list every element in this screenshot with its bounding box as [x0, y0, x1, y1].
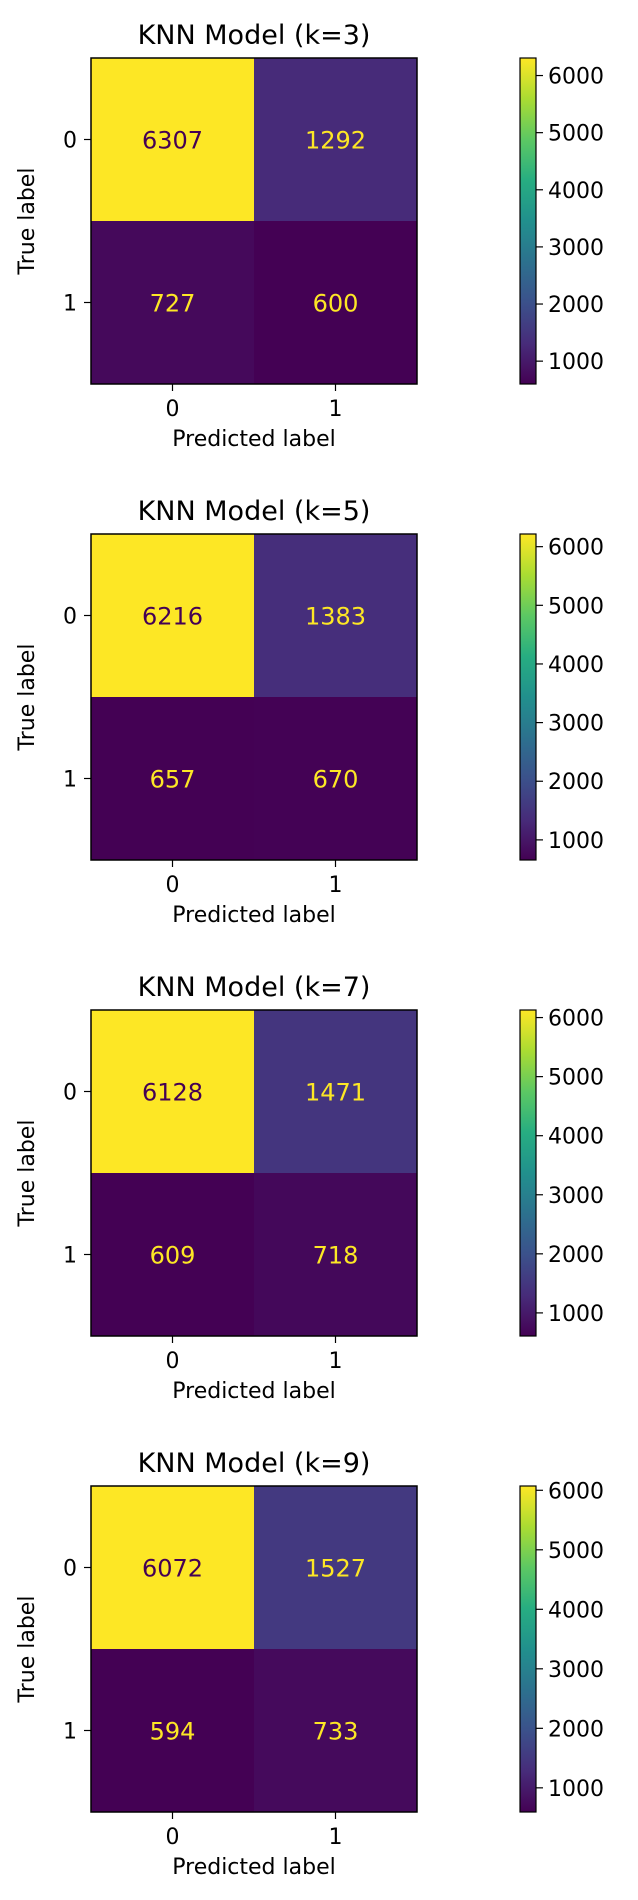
colorbar-gradient: [520, 534, 536, 860]
matrix-frame: [90, 533, 418, 861]
y-tick-label: 1: [63, 1720, 77, 1745]
x-tick-label: 1: [329, 397, 343, 422]
colorbar-tick-label: 1000: [548, 1302, 604, 1327]
colorbar-frame: [519, 1009, 537, 1337]
cell-value-label: 6307: [142, 127, 203, 155]
colorbar-frame: [519, 533, 537, 861]
colorbar-tick-label: 5000: [548, 1539, 604, 1564]
matrix-frame: [90, 1485, 418, 1813]
colorbar-tick-label: 3000: [548, 236, 604, 261]
colorbar-tick-label: 4000: [548, 1125, 604, 1150]
colorbar-gradient: [520, 58, 536, 384]
cell-value-label: 1527: [305, 1555, 366, 1583]
cell-value-label: 718: [313, 1242, 359, 1270]
matrix-cell: [91, 534, 254, 697]
cell-value-label: 1292: [305, 127, 366, 155]
cell-value-label: 1383: [305, 603, 366, 631]
y-tick-label: 0: [63, 605, 77, 630]
matrix-cell: [91, 1486, 254, 1649]
matrix-cell: [254, 697, 417, 860]
colorbar-tick-label: 4000: [548, 653, 604, 678]
colorbar-tick-label: 3000: [548, 712, 604, 737]
matrix-cell: [254, 1486, 417, 1649]
cell-value-label: 733: [313, 1718, 359, 1746]
colorbar-tick-label: 1000: [548, 1777, 604, 1802]
cell-value-label: 1471: [305, 1079, 366, 1107]
colorbar-tick-label: 6000: [548, 65, 604, 90]
x-tick-label: 1: [329, 873, 343, 898]
y-tick-label: 1: [63, 768, 77, 793]
panel-title: KNN Model (k=9): [138, 1448, 371, 1479]
matrix-cell: [91, 1010, 254, 1173]
cell-value-label: 657: [150, 766, 196, 794]
matrix-cell: [91, 58, 254, 221]
y-axis-label: True label: [15, 1120, 40, 1228]
colorbar-gradient: [520, 1486, 536, 1812]
x-tick-label: 0: [166, 1349, 180, 1374]
colorbar-tick-label: 1000: [548, 829, 604, 854]
matrix-cell: [254, 1649, 417, 1812]
cell-value-label: 6216: [142, 603, 203, 631]
matrix-cell: [254, 1010, 417, 1173]
x-axis-label: Predicted label: [172, 903, 335, 928]
cell-value-label: 670: [313, 766, 359, 794]
colorbar-tick-label: 1000: [548, 350, 604, 375]
matrix-cell: [254, 221, 417, 384]
colorbar-tick-label: 2000: [548, 1243, 604, 1268]
cell-value-label: 6128: [142, 1079, 203, 1107]
matrix-cell: [254, 58, 417, 221]
x-axis-label: Predicted label: [172, 427, 335, 452]
cell-value-label: 727: [150, 290, 196, 318]
colorbar-tick-label: 5000: [548, 594, 604, 619]
matrix-cell: [91, 697, 254, 860]
matrix-frame: [90, 57, 418, 385]
panel-title: KNN Model (k=7): [138, 972, 371, 1003]
colorbar-tick-label: 5000: [548, 122, 604, 147]
colorbar-gradient: [520, 1010, 536, 1336]
matrix-cell: [254, 1173, 417, 1336]
cell-value-label: 600: [313, 290, 359, 318]
x-tick-label: 1: [329, 1349, 343, 1374]
cell-value-label: 609: [150, 1242, 196, 1270]
colorbar-tick-label: 4000: [548, 179, 604, 204]
x-tick-label: 0: [166, 397, 180, 422]
colorbar-frame: [519, 57, 537, 385]
colorbar-tick-label: 2000: [548, 293, 604, 318]
matrix-cell: [91, 1173, 254, 1336]
x-tick-label: 0: [166, 1825, 180, 1850]
colorbar-tick-label: 2000: [548, 1717, 604, 1742]
x-tick-label: 1: [329, 1825, 343, 1850]
y-axis-label: True label: [15, 168, 40, 276]
y-tick-label: 0: [63, 1081, 77, 1106]
y-tick-label: 0: [63, 129, 77, 154]
panel-title: KNN Model (k=5): [138, 496, 371, 527]
panel-title: KNN Model (k=3): [138, 20, 371, 51]
colorbar-tick-label: 3000: [548, 1658, 604, 1683]
cell-value-label: 6072: [142, 1555, 203, 1583]
y-tick-label: 1: [63, 292, 77, 317]
colorbar-frame: [519, 1485, 537, 1813]
matrix-cell: [91, 221, 254, 384]
cell-value-label: 594: [150, 1718, 196, 1746]
matrix-cell: [254, 534, 417, 697]
colorbar-tick-label: 6000: [548, 1479, 604, 1504]
y-tick-label: 1: [63, 1244, 77, 1269]
colorbar-tick-label: 6000: [548, 1007, 604, 1032]
colorbar-tick-label: 3000: [548, 1184, 604, 1209]
colorbar-tick-label: 6000: [548, 536, 604, 561]
colorbar-tick-label: 4000: [548, 1598, 604, 1623]
colorbar-tick-label: 2000: [548, 770, 604, 795]
x-axis-label: Predicted label: [172, 1379, 335, 1404]
y-axis-label: True label: [15, 644, 40, 752]
colorbar-tick-label: 5000: [548, 1066, 604, 1091]
matrix-cell: [91, 1649, 254, 1812]
y-tick-label: 0: [63, 1557, 77, 1582]
x-tick-label: 0: [166, 873, 180, 898]
matrix-frame: [90, 1009, 418, 1337]
x-axis-label: Predicted label: [172, 1855, 335, 1880]
y-axis-label: True label: [15, 1596, 40, 1704]
